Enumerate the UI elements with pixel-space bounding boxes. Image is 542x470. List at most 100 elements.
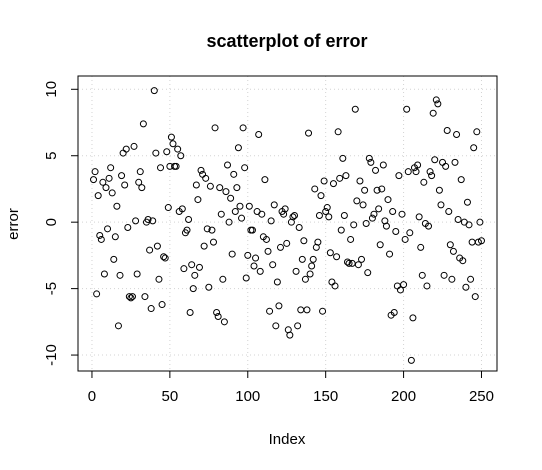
point bbox=[160, 253, 168, 261]
point bbox=[192, 181, 200, 189]
point bbox=[317, 192, 325, 200]
point bbox=[100, 270, 108, 278]
point bbox=[378, 185, 386, 193]
point bbox=[230, 170, 238, 178]
point bbox=[121, 181, 129, 189]
point bbox=[272, 322, 280, 330]
point bbox=[471, 293, 479, 301]
point bbox=[152, 149, 160, 157]
point bbox=[439, 158, 447, 166]
point bbox=[180, 265, 188, 273]
point bbox=[185, 216, 193, 224]
y-tick-label: -5 bbox=[43, 282, 60, 295]
point bbox=[409, 314, 417, 322]
point bbox=[420, 178, 428, 186]
point bbox=[407, 356, 415, 364]
point bbox=[158, 301, 166, 309]
point bbox=[211, 124, 219, 132]
point bbox=[174, 145, 182, 153]
point bbox=[326, 249, 334, 257]
point bbox=[238, 214, 246, 222]
point bbox=[468, 238, 476, 246]
point bbox=[362, 220, 370, 227]
point bbox=[252, 254, 260, 262]
y-tick-label: 5 bbox=[43, 152, 60, 160]
point bbox=[239, 124, 247, 132]
point bbox=[367, 158, 375, 166]
point bbox=[345, 259, 353, 267]
point bbox=[351, 105, 359, 113]
point bbox=[470, 144, 478, 152]
point bbox=[105, 174, 113, 182]
point bbox=[144, 216, 152, 224]
point bbox=[354, 261, 362, 269]
point bbox=[384, 196, 392, 204]
point bbox=[146, 246, 154, 254]
point bbox=[401, 235, 409, 243]
point bbox=[432, 96, 440, 104]
x-tick-label: 150 bbox=[313, 388, 338, 405]
point bbox=[375, 205, 383, 213]
point bbox=[295, 223, 303, 231]
point bbox=[457, 176, 465, 184]
point bbox=[320, 177, 328, 185]
point bbox=[305, 129, 313, 137]
point bbox=[319, 307, 327, 315]
point bbox=[331, 282, 339, 290]
point bbox=[233, 184, 241, 192]
point bbox=[269, 261, 277, 269]
point bbox=[267, 217, 275, 225]
point bbox=[128, 293, 136, 301]
point bbox=[172, 162, 180, 170]
point bbox=[306, 270, 314, 278]
point bbox=[398, 210, 406, 218]
x-tick-label: 200 bbox=[391, 388, 416, 405]
point bbox=[256, 267, 264, 275]
point bbox=[437, 201, 445, 209]
point bbox=[125, 293, 133, 301]
point bbox=[227, 194, 235, 202]
point bbox=[224, 161, 232, 169]
point bbox=[161, 254, 169, 262]
point bbox=[219, 275, 227, 283]
point bbox=[417, 243, 425, 251]
point bbox=[208, 226, 216, 234]
point bbox=[111, 233, 119, 241]
point bbox=[336, 174, 344, 182]
point bbox=[442, 162, 450, 170]
point bbox=[301, 275, 309, 283]
point bbox=[245, 202, 253, 210]
point bbox=[406, 229, 414, 237]
point bbox=[258, 210, 266, 218]
point bbox=[400, 281, 408, 289]
point bbox=[108, 189, 116, 197]
point bbox=[315, 212, 323, 220]
point bbox=[297, 306, 305, 314]
point bbox=[275, 302, 283, 310]
point bbox=[342, 172, 350, 180]
y-tick-label: 0 bbox=[43, 218, 60, 226]
point bbox=[418, 271, 426, 279]
point bbox=[93, 290, 101, 298]
point bbox=[273, 278, 281, 286]
point bbox=[281, 205, 289, 213]
x-tick-label: 50 bbox=[162, 388, 179, 405]
point bbox=[467, 275, 475, 283]
point bbox=[155, 275, 163, 283]
x-axis-label: Index bbox=[269, 431, 306, 448]
point bbox=[213, 309, 221, 317]
point bbox=[119, 149, 127, 157]
point bbox=[118, 172, 126, 180]
point bbox=[379, 161, 387, 169]
point bbox=[147, 305, 155, 313]
point bbox=[337, 226, 345, 234]
point bbox=[323, 204, 331, 212]
point bbox=[428, 172, 436, 180]
point bbox=[242, 274, 250, 282]
point bbox=[415, 213, 423, 221]
point bbox=[195, 263, 203, 271]
point bbox=[133, 270, 141, 278]
point bbox=[141, 293, 149, 301]
point bbox=[231, 208, 239, 216]
